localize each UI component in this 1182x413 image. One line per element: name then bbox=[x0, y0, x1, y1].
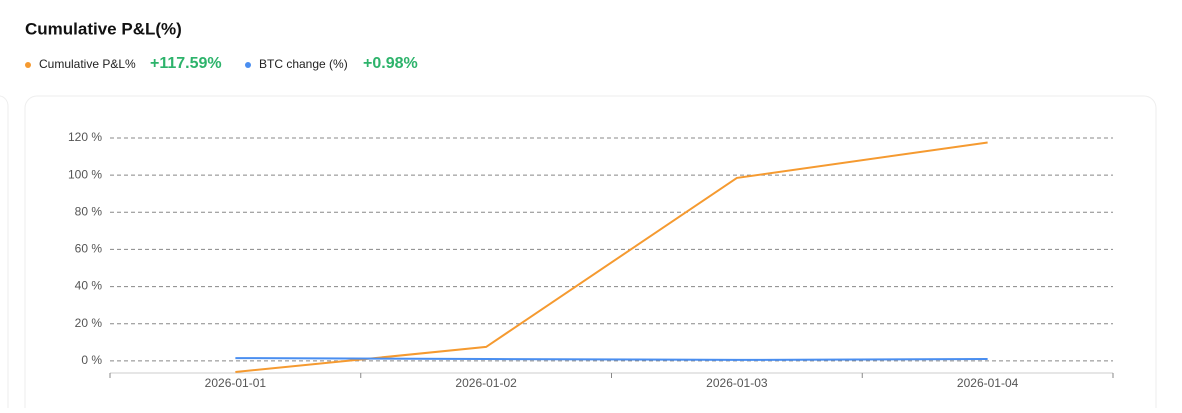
y-tick-label: 40 % bbox=[75, 279, 103, 293]
y-tick-label: 0 % bbox=[81, 353, 102, 367]
legend-label: Cumulative P&L% bbox=[39, 57, 136, 71]
x-tick-label: 2026-01-03 bbox=[706, 376, 768, 390]
y-tick-label: 120 % bbox=[68, 130, 102, 144]
y-tick-label: 80 % bbox=[75, 204, 103, 218]
x-tick-label: 2026-01-04 bbox=[957, 376, 1019, 390]
series-line bbox=[235, 357, 988, 361]
y-tick-label: 100 % bbox=[68, 167, 102, 181]
chart-title: Cumulative P&L(%) bbox=[25, 19, 182, 38]
legend-value: +0.98% bbox=[363, 55, 418, 72]
y-tick-label: 60 % bbox=[75, 242, 103, 256]
legend-dot bbox=[245, 62, 251, 68]
x-tick-label: 2026-01-02 bbox=[455, 376, 517, 390]
side-card bbox=[0, 95, 9, 413]
legend-value: +117.59% bbox=[150, 55, 222, 72]
y-tick-label: 20 % bbox=[75, 316, 103, 330]
legend: Cumulative P&L% +117.59% BTC change (%) +0.… bbox=[25, 55, 418, 72]
legend-label: BTC change (%) bbox=[259, 57, 348, 71]
x-tick-label: 2026-01-01 bbox=[205, 376, 267, 390]
plot: 0 % 20 % 40 % 60 % 80 % 100 % 120 % 2026-01-01 2… bbox=[68, 130, 1114, 390]
legend-dot bbox=[25, 62, 31, 68]
